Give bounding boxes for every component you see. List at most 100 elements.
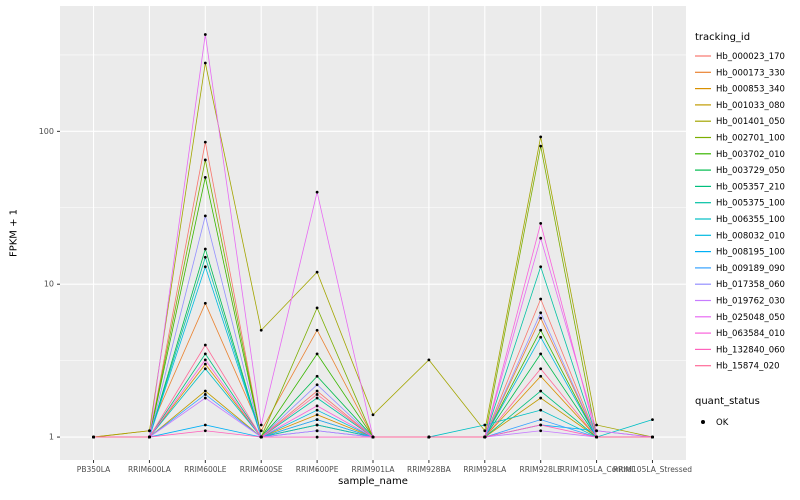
data-point [203,343,207,347]
data-point [595,435,598,439]
x-tick-label: RRIM928LE [520,465,563,474]
y-tick-label: 1 [49,433,54,442]
data-point [539,297,543,301]
data-point [315,328,319,332]
x-tick-label: RRIM928BA [407,465,452,474]
data-point [315,270,319,274]
legend-label-Hb_132840_060: Hb_132840_060 [716,345,785,355]
x-tick-label: RRIM600SE [240,465,283,474]
data-point [539,328,543,332]
data-point [483,435,487,439]
legend-label-Hb_009189_090: Hb_009189_090 [716,264,785,274]
data-point [203,214,207,218]
data-point [427,435,431,439]
data-point [203,158,207,162]
data-point [259,435,263,439]
legend-label-Hb_008032_010: Hb_008032_010 [716,231,785,241]
data-point [203,396,207,400]
data-point [148,429,151,433]
legend-label-Hb_001401_050: Hb_001401_050 [716,117,785,127]
data-point [483,429,487,433]
data-point [315,374,319,378]
data-point [539,335,543,339]
data-point [203,301,207,305]
legend-label-Hb_008195_100: Hb_008195_100 [716,248,785,258]
x-tick-label: RRIM600LA [128,465,172,474]
data-point [315,306,319,310]
x-tick-label: RRIM105LA_Control [560,465,634,474]
legend-label-Hb_000853_340: Hb_000853_340 [716,85,785,95]
x-tick-label: PB350LA [77,465,111,474]
data-point [259,423,263,427]
data-point [203,255,207,259]
y-tick-label: 100 [39,127,54,136]
x-tick-label: RRIM928LA [463,465,507,474]
data-point [539,236,543,240]
x-tick-label: RRIM105LA_Stressed [613,465,692,474]
legend-label-Hb_003729_050: Hb_003729_050 [716,166,785,176]
data-point [315,389,319,393]
data-point [315,408,319,412]
data-point [371,413,375,417]
legend-title-quant-status: quant_status [695,396,760,407]
data-point [315,352,319,356]
data-point [203,33,207,36]
legend-title-tracking-id: tracking_id [695,32,751,43]
data-point [315,190,319,194]
legend-label-Hb_003702_010: Hb_003702_010 [716,150,785,160]
data-point [539,352,543,356]
data-point [148,435,151,439]
data-point [259,429,263,433]
data-point [539,408,543,412]
data-point [539,374,543,378]
data-point [539,311,543,315]
legend-label-Hb_019762_030: Hb_019762_030 [716,297,785,307]
data-point [315,393,319,396]
legend-label-Hb_000023_170: Hb_000023_170 [716,52,785,62]
legend-label-Hb_017358_060: Hb_017358_060 [716,280,785,290]
data-point [315,383,319,387]
data-point [539,316,543,320]
data-point [315,429,319,433]
data-point [203,61,207,65]
data-point [259,328,263,332]
legend-key-quant-status [701,420,705,424]
data-point [315,418,319,422]
y-axis-title: FPKM + 1 [8,208,20,258]
data-point [203,140,207,144]
data-point [539,389,543,393]
data-point [371,435,375,439]
data-point [315,396,319,400]
x-tick-label: RRIM600LE [184,465,227,474]
data-point [203,389,207,393]
data-point [203,423,207,427]
x-tick-label: RRIM600PE [296,465,339,474]
data-point [203,367,207,371]
data-point [203,175,207,179]
legend-label-quant-status: OK [716,418,729,428]
data-point [651,418,654,422]
legend-label-Hb_15874_020: Hb_15874_020 [716,362,780,372]
data-point [315,404,319,408]
legend-label-Hb_001033_080: Hb_001033_080 [716,101,785,111]
x-axis-title: sample_name [338,476,408,487]
data-point [92,435,95,439]
data-point [315,423,319,427]
data-point [483,423,487,427]
legend-label-Hb_005375_100: Hb_005375_100 [716,199,785,209]
data-point [539,367,543,371]
data-point [203,362,207,366]
legend-label-Hb_002701_100: Hb_002701_100 [716,134,785,144]
data-point [203,247,207,251]
data-point [539,396,543,400]
data-point [539,265,543,269]
y-tick-label: 10 [44,280,54,289]
data-point [203,352,207,356]
data-point [539,429,543,433]
data-point [203,429,207,433]
data-point [203,393,207,396]
data-point [539,423,543,427]
data-point [203,358,207,362]
